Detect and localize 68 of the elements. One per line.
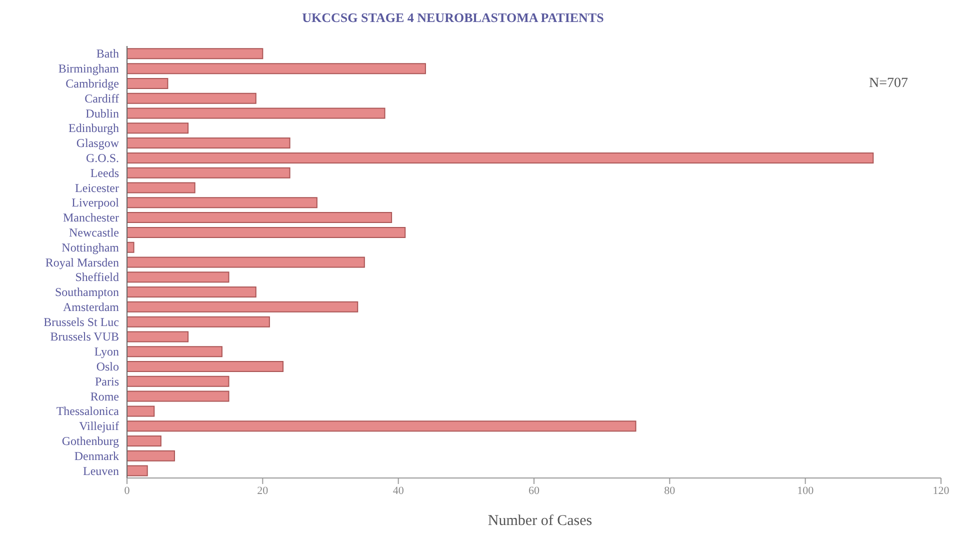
y-tick-label: Brussels VUB <box>50 330 119 344</box>
chart-title: UKCCSG STAGE 4 NEUROBLASTOMA PATIENTS <box>301 10 605 26</box>
bar <box>127 390 230 402</box>
bar <box>127 138 290 149</box>
y-tick-label: Lyon <box>94 344 119 359</box>
y-tick-label: Leeds <box>90 166 120 180</box>
y-tick-label: Bath <box>96 46 119 61</box>
bar <box>127 197 318 208</box>
bar <box>127 152 874 164</box>
bar <box>127 420 636 432</box>
x-tick-label: 100 <box>797 484 814 497</box>
bar <box>127 435 162 446</box>
y-tick-label: Amsterdam <box>63 300 120 314</box>
y-tick-label: Dublin <box>86 106 119 120</box>
bar <box>127 226 406 238</box>
bar <box>127 346 222 358</box>
y-tick-label: Leicester <box>75 180 120 195</box>
y-tick-label: G.O.S. <box>86 150 119 165</box>
bar <box>127 406 155 417</box>
x-axis-title: Number of Cases <box>486 513 594 530</box>
x-tick-label: 60 <box>528 484 540 497</box>
bar <box>127 465 148 476</box>
bar <box>127 286 256 298</box>
x-tick-label: 0 <box>124 484 130 497</box>
y-tick-label: Edinburgh <box>68 121 119 136</box>
bar <box>127 212 392 224</box>
bar <box>127 272 230 283</box>
y-tick-label: Cambridge <box>66 76 119 90</box>
bar <box>127 450 175 462</box>
y-tick-label: Birmingham <box>58 62 120 76</box>
y-tick-label: Paris <box>95 374 120 388</box>
y-tick-label: Thessalonica <box>56 404 120 418</box>
y-tick-label: Glasgow <box>76 136 120 150</box>
bar <box>127 108 386 119</box>
bar <box>127 167 290 178</box>
bar <box>127 78 168 89</box>
y-tick-label: Sheffield <box>75 270 119 284</box>
bar <box>127 361 284 372</box>
y-tick-label: Liverpool <box>72 196 120 210</box>
bar <box>127 122 189 134</box>
y-tick-label: Nottingham <box>62 240 120 254</box>
y-tick-label: Denmark <box>74 448 119 463</box>
y-tick-label: Brussels St Luc <box>44 314 119 329</box>
bar <box>127 256 365 268</box>
x-tick-label: 20 <box>257 484 269 497</box>
y-tick-label: Newcastle <box>69 225 119 240</box>
bar <box>127 92 256 104</box>
bar <box>127 376 230 387</box>
x-tick-label: 120 <box>932 484 950 497</box>
y-tick-label: Gothenburg <box>62 434 119 448</box>
bar <box>127 182 196 194</box>
bar <box>127 316 270 328</box>
x-tick-label: 40 <box>392 484 404 497</box>
y-tick-label: Leuven <box>83 464 119 478</box>
y-tick-label: Oslo <box>96 360 119 374</box>
y-tick-label: Cardiff <box>84 91 119 106</box>
bar <box>127 242 134 253</box>
bar <box>127 63 426 74</box>
bar <box>127 48 264 60</box>
bar <box>127 301 358 312</box>
bar <box>127 331 189 342</box>
x-tick-label: 80 <box>664 484 676 497</box>
y-tick-label: Royal Marsden <box>45 255 119 270</box>
y-tick-label: Rome <box>90 389 119 404</box>
y-tick-label: Villejuif <box>79 419 120 434</box>
y-tick-label: Southampton <box>54 285 119 300</box>
annotation: N=707 <box>868 76 908 92</box>
y-tick-label: Manchester <box>63 210 119 225</box>
